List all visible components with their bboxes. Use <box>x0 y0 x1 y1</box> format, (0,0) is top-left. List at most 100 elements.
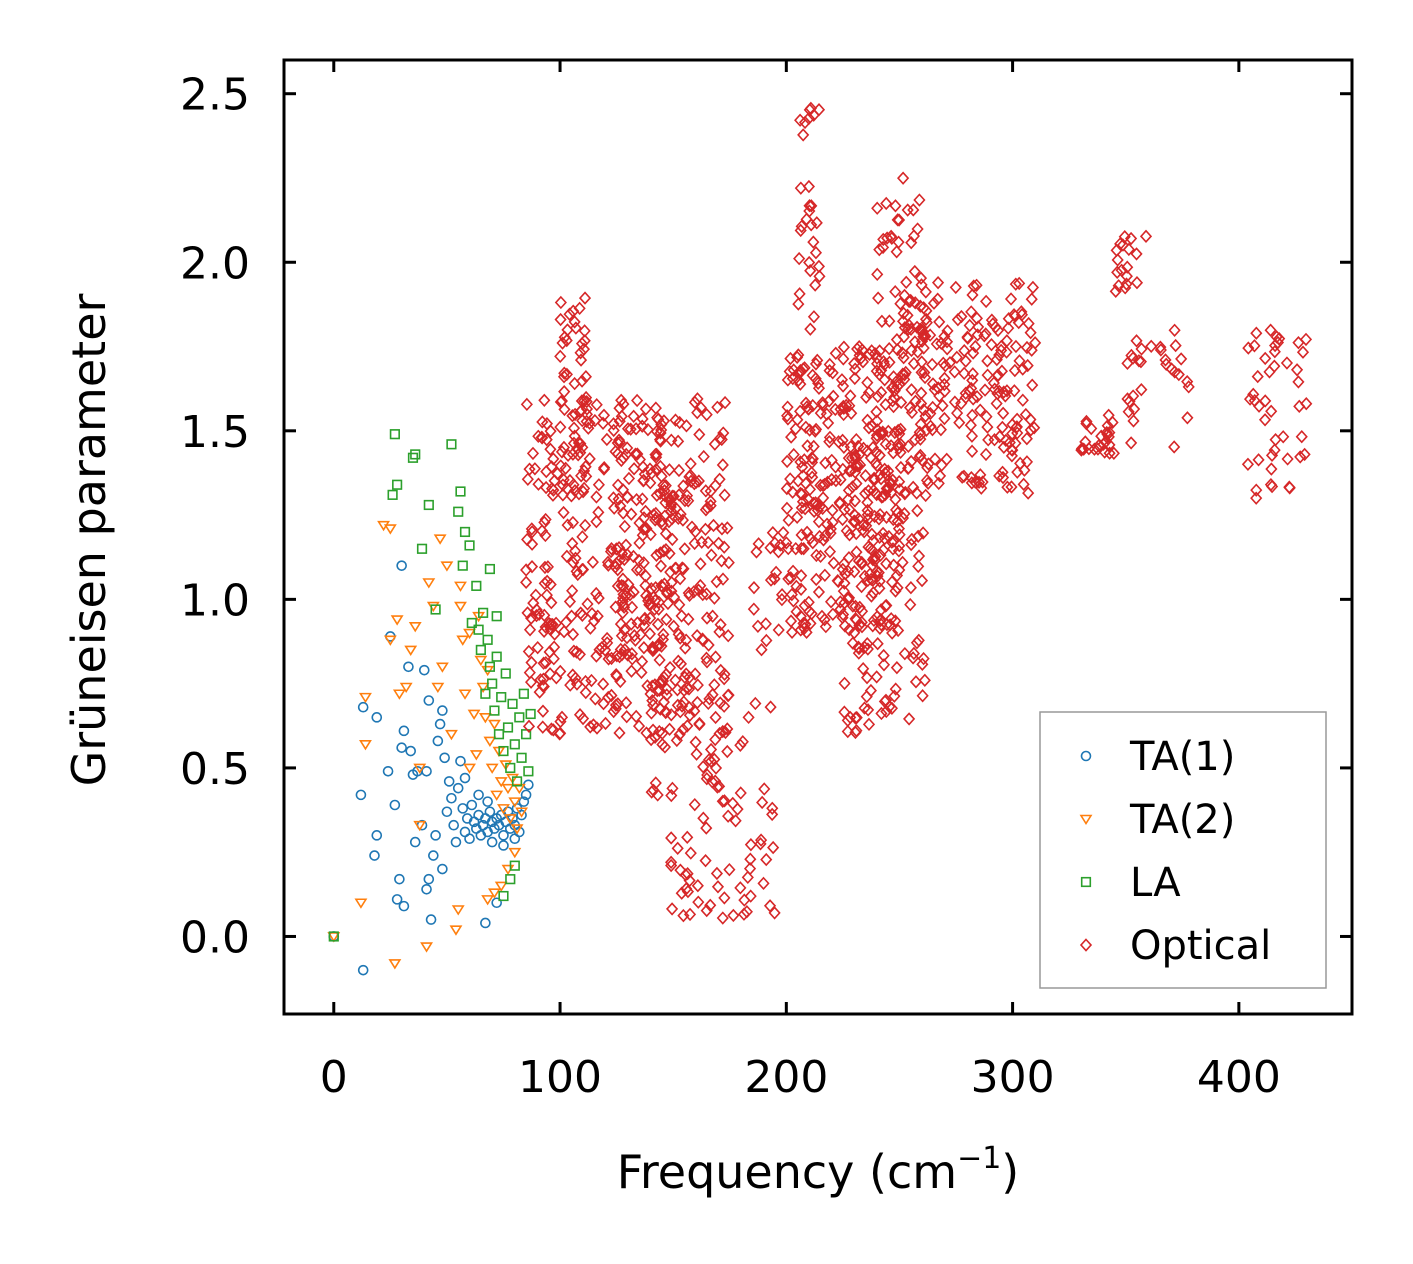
data-point <box>613 435 626 450</box>
data-point <box>714 617 727 632</box>
y-axis-title: Grüneisen parameter <box>62 293 116 786</box>
data-point <box>518 688 529 699</box>
data-point <box>684 846 697 860</box>
data-point <box>608 501 621 515</box>
data-point <box>1248 339 1261 353</box>
data-point <box>894 460 907 475</box>
data-point <box>536 720 549 734</box>
data-point <box>509 860 520 871</box>
data-point <box>729 814 742 828</box>
data-point <box>616 546 629 561</box>
data-point <box>1130 334 1143 348</box>
x-axis-title-superscript: −1 <box>957 1141 1001 1176</box>
data-point <box>897 306 910 321</box>
data-point <box>1101 419 1114 433</box>
data-point <box>700 772 713 786</box>
data-point <box>644 611 657 625</box>
data-point <box>926 377 940 391</box>
data-point <box>917 651 930 666</box>
data-point <box>709 478 722 493</box>
data-point <box>823 544 837 559</box>
data-point <box>838 676 851 691</box>
data-point <box>628 628 641 643</box>
data-point <box>561 323 574 337</box>
data-point <box>487 678 498 689</box>
data-point <box>848 356 861 371</box>
data-point <box>974 468 987 482</box>
data-point <box>556 336 569 350</box>
data-point <box>809 246 823 260</box>
data-point <box>889 199 902 213</box>
x-tick-label: 0 <box>320 1052 348 1103</box>
data-point <box>669 673 682 687</box>
data-point <box>1115 263 1128 277</box>
data-point <box>660 688 673 702</box>
data-point <box>649 730 662 745</box>
data-point <box>897 171 910 185</box>
data-point <box>452 782 464 794</box>
data-point <box>1103 446 1116 460</box>
data-point <box>523 462 536 476</box>
data-point <box>803 255 816 270</box>
data-point <box>896 367 909 381</box>
x-axis-title-close: ) <box>1001 1145 1019 1199</box>
data-point <box>668 590 681 604</box>
data-point <box>390 615 404 626</box>
data-point <box>708 591 721 605</box>
data-point <box>811 353 824 368</box>
data-point <box>953 415 966 430</box>
data-point <box>476 682 490 694</box>
data-point <box>852 554 866 568</box>
data-point <box>911 504 924 518</box>
data-point <box>403 661 414 673</box>
data-point <box>580 469 593 484</box>
data-point <box>800 625 813 640</box>
data-point <box>650 450 663 464</box>
data-point <box>665 855 678 869</box>
data-point <box>889 682 902 696</box>
data-point <box>710 574 723 589</box>
data-point <box>545 722 558 736</box>
data-point <box>1281 452 1294 466</box>
data-point <box>965 476 978 490</box>
data-point <box>747 602 760 616</box>
data-point <box>763 899 777 913</box>
data-point <box>585 607 599 621</box>
data-point <box>693 716 706 731</box>
data-point <box>532 477 545 491</box>
data-point <box>697 760 710 774</box>
data-point <box>792 373 805 387</box>
data-point <box>766 801 779 815</box>
data-point <box>683 670 696 684</box>
data-point <box>653 683 666 698</box>
data-point <box>509 739 520 750</box>
data-point <box>752 537 765 551</box>
data-point <box>931 292 944 306</box>
data-point <box>785 587 798 602</box>
data-point <box>927 296 941 310</box>
data-point <box>478 713 492 724</box>
data-point <box>700 651 713 665</box>
data-point <box>924 419 937 433</box>
data-point <box>672 463 686 478</box>
data-point <box>883 342 896 356</box>
data-point <box>877 648 890 663</box>
data-point <box>850 526 863 541</box>
data-point <box>396 560 407 571</box>
data-point <box>1293 399 1306 414</box>
data-point <box>727 908 740 923</box>
data-point <box>666 532 679 547</box>
data-point <box>796 469 810 483</box>
data-point <box>577 342 591 356</box>
series-ta-1 <box>328 560 534 976</box>
data-point <box>520 575 533 590</box>
legend-label: TA(1) <box>1129 734 1235 780</box>
data-point <box>785 625 799 639</box>
data-point <box>391 894 403 905</box>
data-point <box>760 633 773 648</box>
data-point <box>881 231 894 245</box>
data-point <box>887 399 900 414</box>
data-point <box>574 353 588 367</box>
data-point <box>902 439 915 453</box>
